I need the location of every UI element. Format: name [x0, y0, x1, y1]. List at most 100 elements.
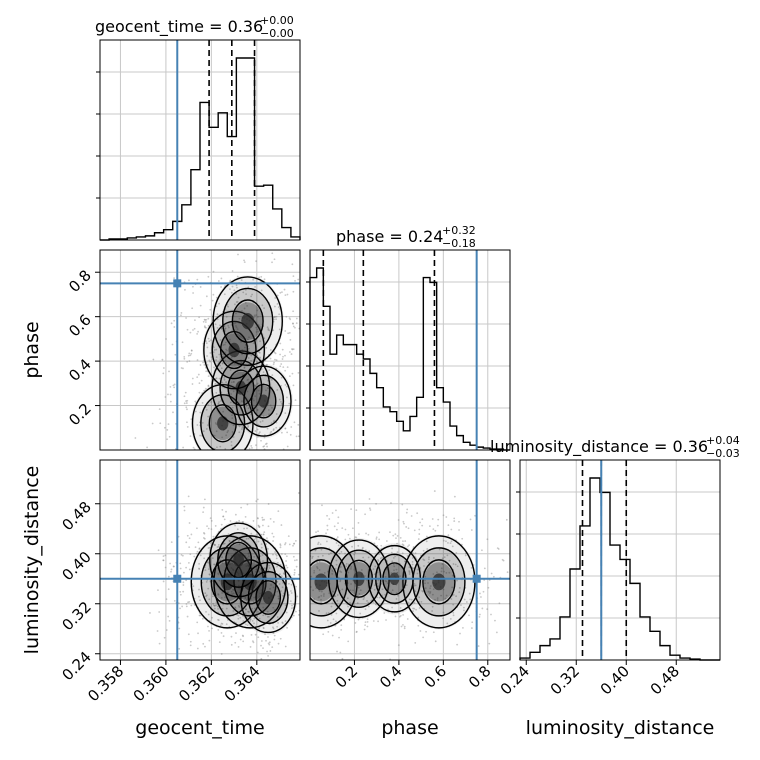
sample-point	[325, 540, 328, 543]
sample-point	[223, 378, 226, 381]
sample-point	[216, 313, 219, 316]
sample-point	[210, 401, 213, 403]
sample-point	[247, 555, 250, 558]
sample-point	[470, 627, 473, 629]
sample-point	[245, 537, 248, 540]
y-tick-label-phase: 0.8	[65, 266, 95, 296]
sample-point	[302, 565, 304, 567]
y-tick-label-luminosity_distance: 0.32	[58, 598, 94, 634]
sample-point	[239, 483, 241, 485]
title-geocent-time-sup: +0.00	[260, 14, 294, 27]
sample-point	[366, 625, 369, 628]
sample-point	[183, 509, 186, 512]
sample-point	[162, 367, 165, 369]
sample-point	[272, 586, 275, 589]
sample-point	[281, 621, 284, 624]
sample-point	[339, 579, 342, 582]
sample-point	[237, 646, 240, 648]
sample-point	[259, 356, 262, 359]
sample-point	[269, 404, 272, 407]
sample-point	[305, 571, 307, 573]
sample-point	[273, 361, 275, 364]
sample-point	[399, 607, 402, 609]
sample-point	[395, 537, 397, 540]
sample-point	[303, 559, 305, 561]
sample-point	[190, 349, 193, 352]
sample-point	[288, 331, 291, 334]
sample-point	[224, 327, 227, 330]
sample-point	[170, 570, 172, 573]
sample-point	[222, 353, 224, 356]
sample-point	[427, 561, 430, 564]
sample-point	[408, 571, 411, 574]
sample-point	[182, 584, 185, 586]
sample-point	[249, 401, 251, 404]
sample-point	[437, 518, 440, 521]
sample-point	[234, 325, 237, 327]
sample-point	[220, 549, 223, 552]
sample-point	[316, 561, 319, 564]
sample-point	[372, 620, 375, 622]
sample-point	[337, 516, 340, 519]
sample-point	[281, 358, 284, 360]
sample-point	[460, 604, 462, 606]
sample-point	[417, 538, 420, 540]
sample-point	[189, 354, 192, 357]
sample-point	[243, 230, 245, 232]
sample-point	[317, 516, 319, 518]
sample-point	[263, 278, 266, 281]
sample-point	[263, 436, 266, 439]
sample-point	[231, 406, 234, 409]
truth-marker	[173, 574, 182, 583]
sample-point	[208, 359, 211, 362]
sample-point	[207, 275, 210, 278]
sample-point	[262, 606, 265, 609]
sample-point	[378, 596, 381, 599]
sample-point	[232, 610, 235, 612]
sample-point	[326, 528, 329, 531]
sample-point	[244, 608, 247, 611]
sample-point	[442, 539, 445, 542]
sample-point	[246, 426, 249, 429]
sample-point	[252, 610, 255, 613]
sample-point	[277, 622, 280, 624]
sample-point	[406, 555, 409, 557]
sample-point	[334, 567, 337, 570]
sample-point	[268, 643, 271, 646]
sample-point	[219, 339, 222, 341]
sample-point	[260, 640, 263, 642]
sample-point	[191, 307, 194, 310]
sample-point	[272, 579, 274, 582]
sample-point	[305, 543, 307, 545]
sample-point	[179, 607, 181, 610]
sample-point	[347, 640, 350, 643]
sample-point	[453, 517, 456, 520]
sample-point	[220, 632, 223, 634]
sample-point	[303, 578, 305, 580]
sample-point	[216, 326, 219, 329]
sample-point	[354, 536, 357, 539]
sample-point	[180, 367, 183, 369]
x-tick-label-phase: 0.6	[421, 662, 451, 692]
sample-point	[182, 581, 185, 584]
sample-point	[265, 442, 268, 445]
sample-point	[297, 492, 300, 494]
sample-point	[260, 275, 263, 278]
sample-point	[169, 400, 172, 403]
hist-geocent_time	[100, 57, 301, 241]
sample-point	[445, 540, 447, 543]
sample-point	[231, 568, 234, 571]
sample-point	[156, 630, 159, 632]
sample-point	[449, 542, 452, 545]
sample-point	[375, 502, 377, 505]
sample-point	[431, 610, 433, 612]
sample-point	[405, 584, 408, 587]
sample-point	[306, 600, 308, 602]
contour-level-2	[231, 299, 264, 343]
sample-point	[273, 638, 276, 641]
sample-point	[307, 512, 309, 514]
sample-point	[302, 639, 304, 641]
sample-point	[284, 330, 287, 332]
sample-point	[213, 607, 216, 610]
sample-point	[271, 681, 273, 683]
